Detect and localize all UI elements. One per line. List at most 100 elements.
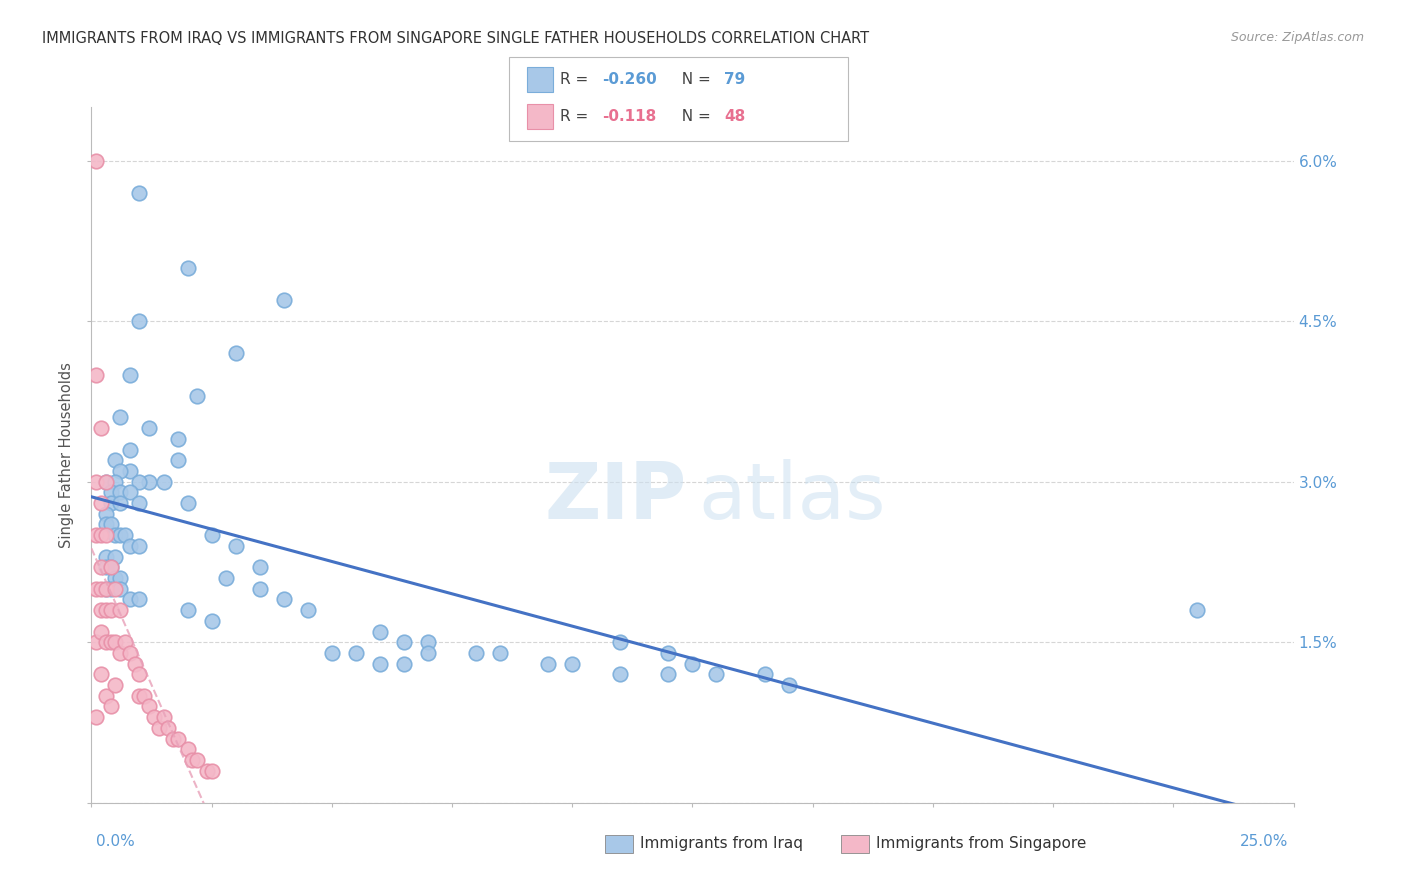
Point — [176, 496, 198, 510]
Text: Immigrants from Singapore: Immigrants from Singapore — [876, 837, 1087, 851]
Point — [94, 549, 117, 564]
Point — [110, 571, 132, 585]
Point — [100, 635, 122, 649]
Point — [90, 528, 112, 542]
Text: -0.118: -0.118 — [602, 110, 657, 124]
Text: 79: 79 — [724, 72, 745, 87]
Point — [94, 582, 117, 596]
Point — [561, 657, 583, 671]
Point — [110, 603, 132, 617]
Point — [537, 657, 560, 671]
Point — [110, 464, 132, 478]
Point — [754, 667, 776, 681]
Point — [273, 592, 295, 607]
Point — [416, 635, 439, 649]
Point — [162, 731, 184, 746]
Point — [706, 667, 728, 681]
Point — [110, 485, 132, 500]
Point — [100, 517, 122, 532]
Point — [100, 699, 122, 714]
Point — [609, 667, 631, 681]
Point — [100, 560, 122, 574]
Point — [110, 410, 132, 425]
Text: ZIP: ZIP — [544, 458, 686, 534]
Point — [201, 614, 224, 628]
Point — [104, 453, 127, 467]
Point — [110, 646, 132, 660]
Point — [104, 571, 127, 585]
Point — [90, 582, 112, 596]
Text: Immigrants from Iraq: Immigrants from Iraq — [640, 837, 803, 851]
Point — [416, 646, 439, 660]
Point — [104, 528, 127, 542]
Point — [118, 368, 141, 382]
Point — [128, 592, 150, 607]
Point — [201, 528, 224, 542]
Point — [118, 539, 141, 553]
Point — [1187, 603, 1209, 617]
Point — [138, 699, 160, 714]
Point — [392, 657, 415, 671]
Point — [94, 582, 117, 596]
Point — [84, 710, 107, 724]
Point — [128, 539, 150, 553]
Point — [181, 753, 204, 767]
Point — [489, 646, 512, 660]
Point — [321, 646, 343, 660]
Point — [657, 667, 679, 681]
Point — [176, 742, 198, 756]
Point — [110, 528, 132, 542]
Point — [142, 710, 165, 724]
Point — [368, 624, 391, 639]
Text: Source: ZipAtlas.com: Source: ZipAtlas.com — [1230, 31, 1364, 45]
Point — [104, 549, 127, 564]
Point — [118, 646, 141, 660]
Text: 48: 48 — [724, 110, 745, 124]
Point — [215, 571, 238, 585]
Point — [84, 475, 107, 489]
Point — [176, 603, 198, 617]
Point — [128, 475, 150, 489]
Point — [128, 186, 150, 200]
Point — [152, 475, 174, 489]
Text: R =: R = — [560, 72, 593, 87]
Text: IMMIGRANTS FROM IRAQ VS IMMIGRANTS FROM SINGAPORE SINGLE FATHER HOUSEHOLDS CORRE: IMMIGRANTS FROM IRAQ VS IMMIGRANTS FROM … — [42, 31, 869, 46]
Point — [138, 421, 160, 435]
Point — [100, 496, 122, 510]
Point — [94, 507, 117, 521]
Text: -0.260: -0.260 — [602, 72, 657, 87]
Point — [124, 657, 146, 671]
Point — [344, 646, 367, 660]
Point — [94, 603, 117, 617]
Point — [100, 560, 122, 574]
Point — [84, 635, 107, 649]
Point — [128, 667, 150, 681]
Point — [114, 528, 136, 542]
Point — [104, 475, 127, 489]
Point — [94, 517, 117, 532]
Point — [118, 442, 141, 457]
Point — [392, 635, 415, 649]
Point — [100, 582, 122, 596]
Text: 0.0%: 0.0% — [96, 834, 135, 848]
Point — [778, 678, 800, 692]
Point — [225, 539, 247, 553]
Point — [368, 657, 391, 671]
Point — [128, 496, 150, 510]
Point — [225, 346, 247, 360]
Point — [94, 475, 117, 489]
Point — [84, 153, 107, 168]
Point — [134, 689, 156, 703]
Point — [94, 689, 117, 703]
Point — [128, 314, 150, 328]
Point — [609, 635, 631, 649]
Point — [110, 496, 132, 510]
Point — [465, 646, 488, 660]
Point — [104, 582, 127, 596]
Point — [84, 528, 107, 542]
Point — [195, 764, 218, 778]
Point — [657, 646, 679, 660]
Point — [90, 496, 112, 510]
Point — [104, 635, 127, 649]
Point — [118, 464, 141, 478]
